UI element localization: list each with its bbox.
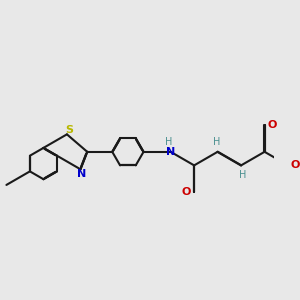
Text: O: O	[182, 188, 191, 197]
Text: O: O	[291, 160, 300, 170]
Text: H: H	[213, 137, 220, 147]
Text: H: H	[165, 136, 172, 146]
Text: S: S	[65, 125, 73, 135]
Text: H: H	[239, 170, 246, 180]
Text: N: N	[77, 169, 86, 179]
Text: O: O	[268, 120, 277, 130]
Text: N: N	[166, 147, 175, 157]
